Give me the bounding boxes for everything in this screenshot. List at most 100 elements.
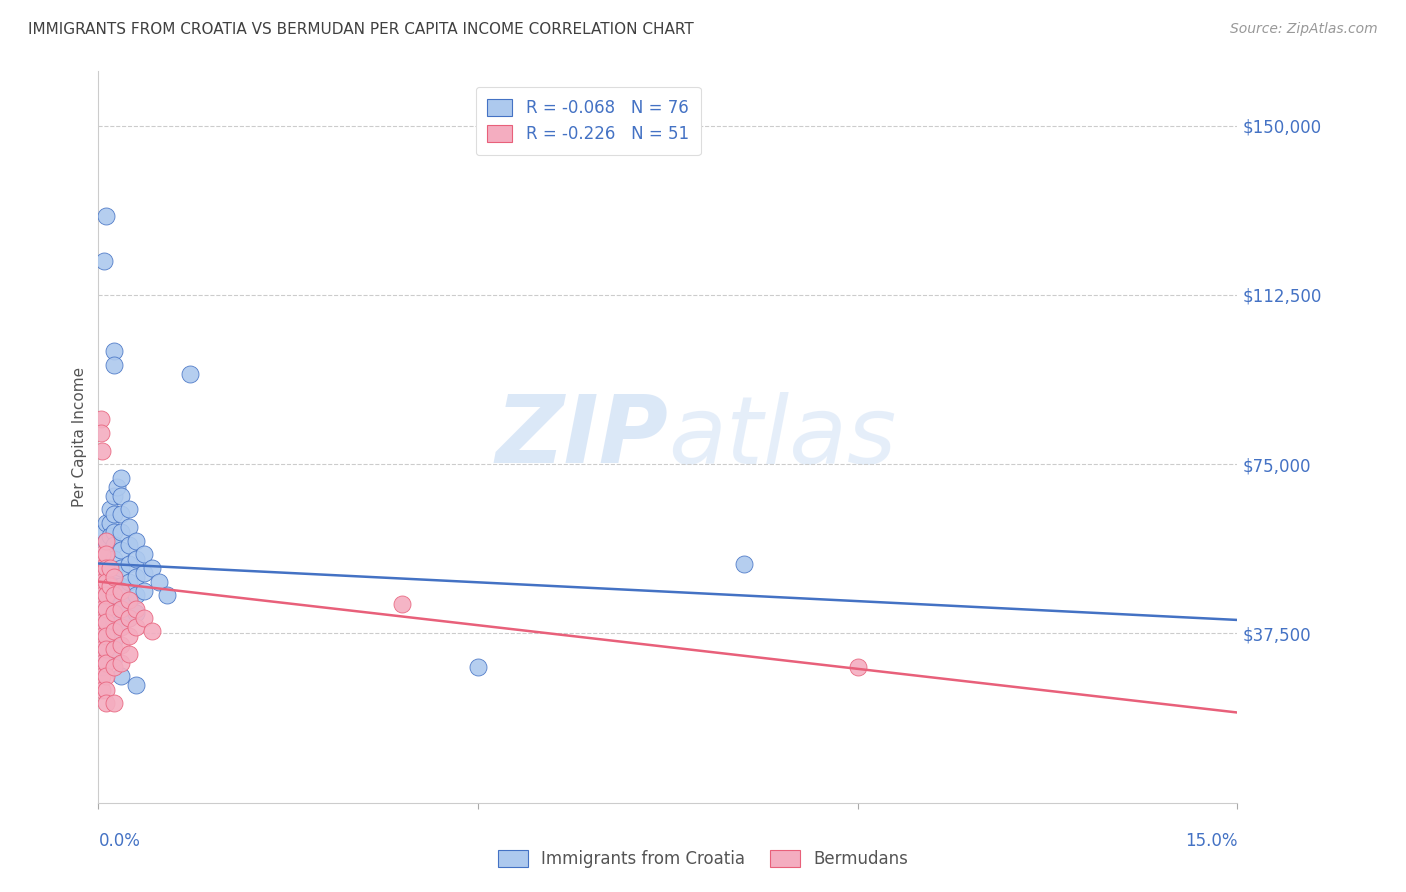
Point [91,606,114,620]
Point [118,592,141,607]
Point [94,629,117,643]
Point [91,548,114,562]
Point [110,615,132,630]
Point [91,538,114,552]
Point [110,471,132,485]
Point [91,682,114,697]
Point [91,615,114,630]
Point [125,620,148,634]
Point [94,561,117,575]
Point [94,629,117,643]
Point [118,610,141,624]
Point [125,678,148,692]
Point [91,561,114,575]
Point [91,579,114,593]
Point [94,574,117,589]
Point [103,489,125,503]
Point [110,543,132,558]
Point [132,548,155,562]
Point [103,507,125,521]
Point [94,574,117,589]
Point [94,642,117,657]
Point [118,557,141,571]
Point [91,633,114,648]
Point [103,588,125,602]
Text: 15.0%: 15.0% [1185,832,1237,850]
Point [103,651,125,665]
Point [103,566,125,580]
Point [94,533,117,548]
Point [118,538,141,552]
Point [91,629,114,643]
Point [103,344,125,359]
Point [91,656,114,670]
Point [94,588,117,602]
Point [91,642,114,657]
Point [91,660,114,674]
Point [103,358,125,372]
Point [94,601,117,615]
Point [110,524,132,539]
Point [103,624,125,639]
Point [103,697,125,711]
Point [179,367,201,381]
Point [94,533,117,548]
Point [93,538,115,552]
Point [125,552,148,566]
Point [103,552,125,566]
Point [141,624,163,639]
Point [110,620,132,634]
Text: Source: ZipAtlas.com: Source: ZipAtlas.com [1230,22,1378,37]
Legend: Immigrants from Croatia, Bermudans: Immigrants from Croatia, Bermudans [491,843,915,875]
Point [391,597,413,611]
Point [110,601,132,615]
Point [91,642,114,657]
Point [94,561,117,575]
Point [110,638,132,652]
Point [93,524,115,539]
Point [103,633,125,648]
Point [91,588,114,602]
Point [132,610,155,624]
Point [110,669,132,683]
Point [94,516,117,530]
Y-axis label: Per Capita Income: Per Capita Income [72,367,87,508]
Point [103,597,125,611]
Point [103,538,125,552]
Point [110,579,132,593]
Point [91,574,114,589]
Point [125,533,148,548]
Point [467,660,489,674]
Point [103,524,125,539]
Point [110,656,132,670]
Point [118,502,141,516]
Text: IMMIGRANTS FROM CROATIA VS BERMUDAN PER CAPITA INCOME CORRELATION CHART: IMMIGRANTS FROM CROATIA VS BERMUDAN PER … [28,22,695,37]
Point [733,557,755,571]
Point [94,682,117,697]
Point [107,480,129,494]
Point [125,588,148,602]
Point [93,254,115,268]
Point [90,412,112,426]
Legend: R = -0.068   N = 76, R = -0.226   N = 51: R = -0.068 N = 76, R = -0.226 N = 51 [475,87,700,155]
Point [91,624,114,639]
Point [103,660,125,674]
Point [103,615,125,630]
Point [91,651,114,665]
Point [148,574,170,589]
Point [132,566,155,580]
Point [110,489,132,503]
Point [103,570,125,584]
Point [98,529,121,543]
Point [110,561,132,575]
Text: atlas: atlas [668,392,896,483]
Point [94,656,117,670]
Point [91,443,114,458]
Point [110,507,132,521]
Point [103,642,125,657]
Point [103,579,125,593]
Point [118,574,141,589]
Point [125,601,148,615]
Point [846,660,869,674]
Point [90,425,112,440]
